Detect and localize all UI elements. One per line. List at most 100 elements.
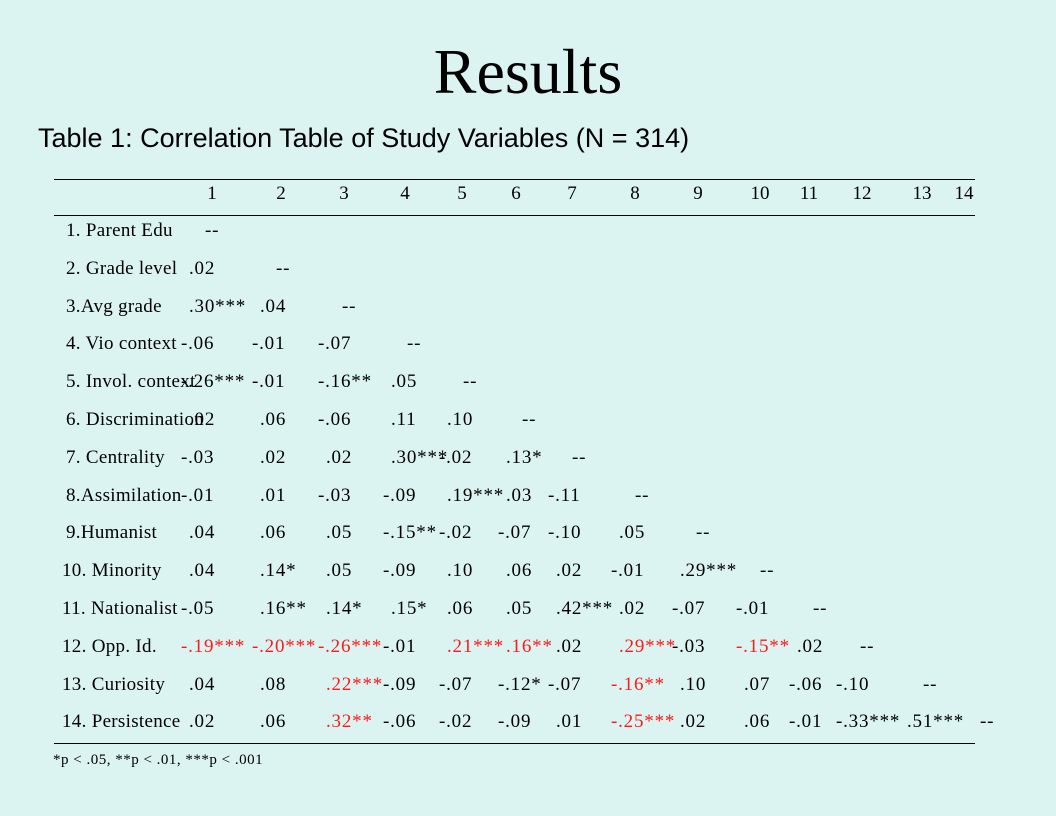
- correlation-cell: -.09: [383, 560, 417, 582]
- diagonal-cell: --: [760, 560, 775, 582]
- correlation-cell: -.19***: [181, 635, 246, 657]
- row-label: 10. Minority: [62, 560, 162, 582]
- correlation-cell: -.03: [318, 484, 352, 506]
- table-header-rule: [54, 215, 975, 216]
- correlation-cell: .51***: [907, 711, 965, 733]
- column-header-1: 1: [207, 183, 217, 204]
- column-header-10: 10: [750, 183, 770, 204]
- table-row: 8.Assimilation -.01 .01 -.03 -.09 .19*** .03 -.…: [0, 484, 1056, 508]
- correlation-cell: .14*: [326, 598, 363, 619]
- correlation-cell: .42***: [556, 598, 614, 619]
- correlation-cell: -.33***: [836, 711, 901, 733]
- correlation-cell: .30***: [189, 295, 247, 317]
- correlation-cell: -.07: [672, 598, 706, 619]
- correlation-cell: -.06: [789, 673, 823, 695]
- correlation-cell: .04: [189, 560, 216, 582]
- slide-title: Results: [433, 36, 623, 107]
- diagonal-cell: --: [980, 711, 995, 733]
- column-header-4: 4: [400, 183, 410, 204]
- correlation-cell: -.25***: [611, 711, 676, 733]
- correlation-cell: -.10: [836, 673, 870, 695]
- diagonal-cell: --: [407, 333, 422, 355]
- table-row: 3.Avg grade .30*** .04 --: [0, 295, 1056, 319]
- correlation-cell: .29***: [619, 635, 677, 657]
- row-label: 8.Assimilation: [66, 484, 182, 506]
- correlation-cell: .04: [189, 673, 216, 695]
- table-row: 12. Opp. Id. -.19*** -.20*** -.26*** -.01 .21…: [0, 635, 1056, 659]
- diagonal-cell: --: [696, 522, 711, 544]
- correlation-cell: .19***: [447, 484, 505, 506]
- correlation-cell: .10: [447, 409, 474, 430]
- column-header-6: 6: [511, 183, 521, 204]
- table-row: 1. Parent Edu --: [0, 219, 1056, 243]
- row-label: 7. Centrality: [66, 446, 165, 468]
- table-row: 5. Invol. context -.26*** -.01 -.16** .05 --: [0, 370, 1056, 394]
- correlation-cell: .10: [447, 560, 474, 582]
- column-header-7: 7: [567, 183, 577, 204]
- correlation-cell: -.07: [439, 673, 473, 695]
- correlation-cell: .05: [619, 522, 646, 544]
- correlation-cell: .02: [556, 560, 583, 582]
- correlation-cell: -.06: [318, 409, 352, 430]
- correlation-cell: -.11: [548, 484, 581, 506]
- table-row: 13. Curiosity .04 .08 .22*** -.09 -.07 -.12* -.…: [0, 673, 1056, 697]
- row-label: 11. Nationalist: [62, 598, 178, 619]
- correlation-cell: .10: [680, 673, 707, 695]
- correlation-cell: .22***: [326, 673, 384, 695]
- correlation-cell: -.09: [383, 673, 417, 695]
- correlation-cell: -.15**: [383, 522, 437, 544]
- correlation-cell: -.06: [383, 711, 417, 733]
- table-row: 11. Nationalist -.05 .16** .14* .15* .06 .05 .4…: [0, 597, 1056, 621]
- correlation-cell: -.07: [548, 673, 582, 695]
- correlation-cell: .04: [189, 522, 216, 544]
- column-header-12: 12: [852, 183, 872, 204]
- correlation-cell: -.20***: [252, 635, 317, 657]
- correlation-cell: .05: [326, 522, 353, 544]
- column-header-9: 9: [693, 183, 703, 204]
- correlation-cell: .21***: [447, 635, 505, 657]
- correlation-cell: .02: [189, 257, 216, 279]
- correlation-cell: -.10: [548, 522, 582, 544]
- correlation-cell: .06: [260, 409, 287, 430]
- row-label: 13. Curiosity: [62, 673, 166, 695]
- correlation-cell: -.07: [498, 522, 532, 544]
- column-header-13: 13: [912, 183, 932, 204]
- correlation-cell: -.01: [611, 560, 645, 582]
- correlation-cell: .16**: [260, 598, 307, 619]
- correlation-cell: -.03: [181, 446, 215, 468]
- correlation-cell: -.26***: [181, 371, 246, 393]
- table-bottom-rule: [54, 743, 975, 744]
- correlation-cell: -.15**: [736, 635, 790, 657]
- correlation-cell: .01: [556, 711, 583, 733]
- row-label: 1. Parent Edu: [66, 220, 173, 241]
- table-row: 9.Humanist .04 .06 .05 -.15** -.02 -.07 -.10 .05…: [0, 521, 1056, 545]
- row-label: 3.Avg grade: [66, 295, 162, 317]
- correlation-cell: -.01: [181, 484, 215, 506]
- correlation-cell: .02: [326, 446, 353, 468]
- column-header-14: 14: [954, 183, 974, 204]
- correlation-cell: -.01: [252, 333, 286, 355]
- diagonal-cell: --: [813, 598, 828, 619]
- correlation-cell: .06: [506, 560, 533, 582]
- correlation-cell: .07: [744, 673, 771, 695]
- row-label: 6. Discrimination: [66, 409, 205, 430]
- row-label: 9.Humanist: [66, 522, 158, 544]
- correlation-cell: .02: [260, 446, 287, 468]
- diagonal-cell: --: [860, 635, 875, 657]
- column-header-2: 2: [276, 183, 286, 204]
- row-label: 14. Persistence: [62, 711, 181, 733]
- row-label: 4. Vio context: [66, 333, 177, 355]
- correlation-cell: -.09: [498, 711, 532, 733]
- correlation-cell: -.01: [789, 711, 823, 733]
- correlation-cell: .32**: [326, 711, 373, 733]
- table-row: 6. Discrimination .02 .06 -.06 .11 .10 --: [0, 408, 1056, 432]
- correlation-cell: -.16**: [611, 673, 665, 695]
- diagonal-cell: --: [205, 220, 220, 241]
- correlation-cell: -.01: [736, 598, 770, 619]
- correlation-cell: -.02: [439, 446, 473, 468]
- correlation-cell: .13*: [506, 446, 543, 468]
- diagonal-cell: --: [572, 446, 587, 468]
- column-header-3: 3: [339, 183, 349, 204]
- correlation-cell: -.09: [383, 484, 417, 506]
- table-row: 10. Minority .04 .14* .05 -.09 .10 .06 .02 -.01.…: [0, 559, 1056, 583]
